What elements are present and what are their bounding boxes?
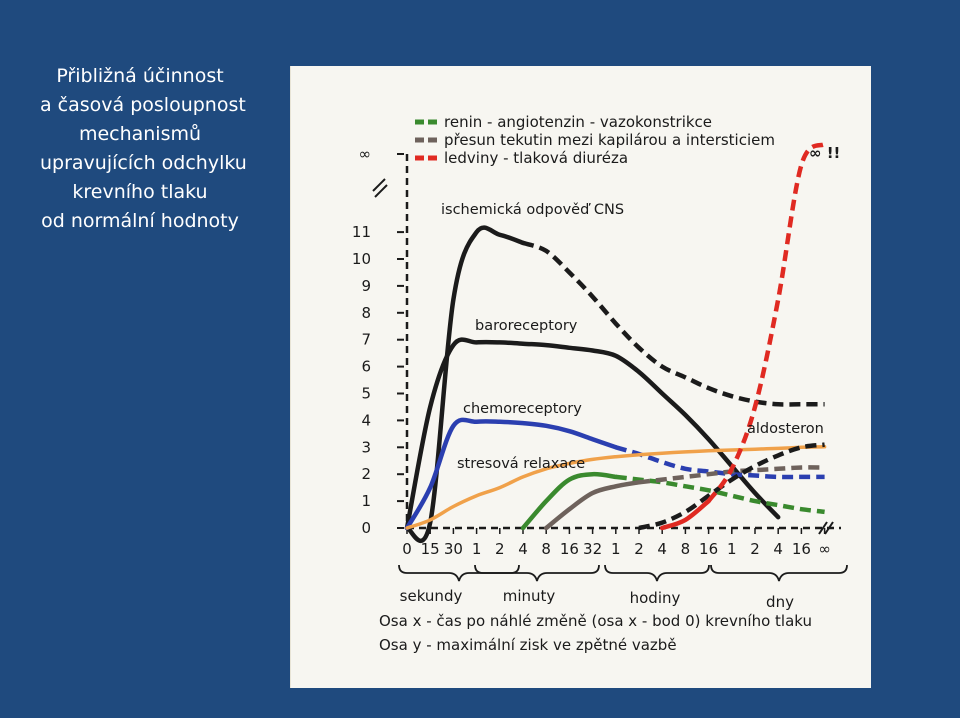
y-tick-label: 4 xyxy=(361,411,371,429)
brace-dny xyxy=(710,564,848,582)
series-line-dashed xyxy=(522,240,825,407)
series-aldosteron xyxy=(638,442,825,531)
x-group-label-dny: dny xyxy=(766,593,794,611)
series-line-solid xyxy=(405,445,827,530)
label-infinity-gain: ∞ !! xyxy=(809,144,840,162)
x-tick-label: 8 xyxy=(541,540,551,558)
y-axis-note: Osa y - maximální zisk ve zpětné vazbě xyxy=(379,636,677,654)
legend-label-fluid-shift: přesun tekutin mezi kapilárou a intersti… xyxy=(444,131,775,149)
series-line-solid xyxy=(520,471,619,531)
series-line-dashed xyxy=(706,141,827,503)
series-chemoreceptory xyxy=(404,417,825,531)
series-line-dashed xyxy=(615,474,825,515)
x-tick-label: 4 xyxy=(518,540,528,558)
x-axis-break-mark xyxy=(818,521,828,535)
x-tick-label: 4 xyxy=(657,540,667,558)
series-stresova-relaxace xyxy=(405,445,827,530)
x-axis-break-mark xyxy=(824,521,834,535)
x-tick-label: 1 xyxy=(611,540,621,558)
series-baroreceptory xyxy=(404,337,781,531)
x-tick-label: 16 xyxy=(560,540,579,558)
series-group xyxy=(404,141,827,543)
x-tick-label: 0 xyxy=(402,540,412,558)
feedback-chart: renin - angiotenzin - vazokonstrikce pře… xyxy=(352,113,848,654)
y-tick-label: 8 xyxy=(361,304,371,322)
slide-title-line: od normální hodnoty xyxy=(41,210,239,232)
y-axis-break-mark xyxy=(374,184,388,198)
label-aldosterone: aldosteron xyxy=(747,421,824,437)
y-tick-label: 0 xyxy=(361,519,371,537)
x-group-label-sekundy: sekundy xyxy=(400,587,463,605)
series-line-solid xyxy=(404,225,526,543)
label-cns-ischemic: ischemická odpověď CNS xyxy=(441,202,624,218)
legend: renin - angiotenzin - vazokonstrikce pře… xyxy=(415,113,775,167)
x-tick-label: 2 xyxy=(634,540,644,558)
slide-title-line: mechanismů xyxy=(78,123,202,145)
slide-title-line: krevního tlaku xyxy=(72,181,208,203)
label-baroreceptors: baroreceptory xyxy=(475,318,578,334)
x-tick-label: 2 xyxy=(750,540,760,558)
series-renin-angiotenzin-vazokonstrikce xyxy=(520,471,825,531)
y-tick-label: 10 xyxy=(352,250,371,268)
y-tick-label: 1 xyxy=(361,492,371,510)
slide-title: Přibližná účinnost a časová posloupnost … xyxy=(40,62,247,236)
series-ischemicka-odpoved-cns xyxy=(404,225,825,543)
chart-panel: renin - angiotenzin - vazokonstrikce pře… xyxy=(290,66,871,688)
x-tick-label: 1 xyxy=(472,540,482,558)
y-axis: 0 1 2 3 4 5 6 7 8 9 10 11 ∞ xyxy=(352,145,409,537)
label-chemoreceptors: chemoreceptory xyxy=(463,401,582,417)
slide-title-line: Přibližná účinnost xyxy=(56,65,224,87)
x-tick-label: 16 xyxy=(792,540,811,558)
x-tick-label: 30 xyxy=(444,540,463,558)
y-tick-label: 5 xyxy=(361,385,371,403)
x-tick-label: 4 xyxy=(773,540,783,558)
x-group-braces: sekundy minuty hodiny dny xyxy=(398,564,848,611)
y-tick-label: 6 xyxy=(361,358,371,376)
x-tick-label: 2 xyxy=(495,540,505,558)
annotations: ischemická odpověď CNS baroreceptory che… xyxy=(441,144,840,472)
x-tick-label: ∞ xyxy=(818,540,831,558)
x-group-label-minuty: minuty xyxy=(503,587,556,605)
brace-minuty xyxy=(474,564,600,582)
x-tick-label: 15 xyxy=(421,540,440,558)
x-axis-note: Osa x - čas po náhlé změně (osa x - bod … xyxy=(379,612,812,630)
series-line-solid xyxy=(404,337,781,531)
y-axis-break-mark xyxy=(372,178,386,192)
series-ledviny-tlakova-diureza xyxy=(659,141,827,531)
x-tick-label: 16 xyxy=(699,540,718,558)
y-tick-label: 2 xyxy=(361,465,371,483)
series-line-solid xyxy=(543,480,642,531)
y-tick-label: 3 xyxy=(361,438,371,456)
series-line-dashed xyxy=(615,445,825,480)
y-tick-label: 11 xyxy=(352,223,371,241)
y-tick-label: 9 xyxy=(361,277,371,295)
slide-title-line: upravujících odchylku xyxy=(40,152,247,174)
slide-title-line: a časová posloupnost xyxy=(40,94,246,116)
legend-label-renin: renin - angiotenzin - vazokonstrikce xyxy=(444,113,712,131)
series-line-solid xyxy=(404,417,619,531)
x-tick-label: 1 xyxy=(727,540,737,558)
x-tick-label: 32 xyxy=(583,540,602,558)
series-line-dashed xyxy=(638,442,825,531)
x-tick-label: 8 xyxy=(681,540,691,558)
y-tick-label: 7 xyxy=(361,331,371,349)
series-line-solid xyxy=(659,498,711,531)
brace-hodiny xyxy=(604,564,710,582)
label-stress-relaxation: stresová relaxace xyxy=(457,456,585,472)
y-tick-label: ∞ xyxy=(359,145,372,163)
legend-label-kidney: ledviny - tlaková diuréza xyxy=(444,149,628,167)
x-axis: 0 15 30 1 2 4 8 16 32 1 2 4 8 16 1 2 4 16 ∞ xyxy=(402,521,841,558)
x-group-label-hodiny: hodiny xyxy=(630,589,681,607)
